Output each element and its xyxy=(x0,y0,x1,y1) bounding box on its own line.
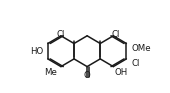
Text: Me: Me xyxy=(44,68,57,77)
Text: HO: HO xyxy=(30,47,43,56)
Text: Cl: Cl xyxy=(131,59,139,68)
Text: O: O xyxy=(84,71,90,80)
Text: OH: OH xyxy=(114,68,127,77)
Text: OMe: OMe xyxy=(131,44,151,53)
Text: Cl: Cl xyxy=(57,30,65,39)
Text: Cl: Cl xyxy=(111,30,120,39)
